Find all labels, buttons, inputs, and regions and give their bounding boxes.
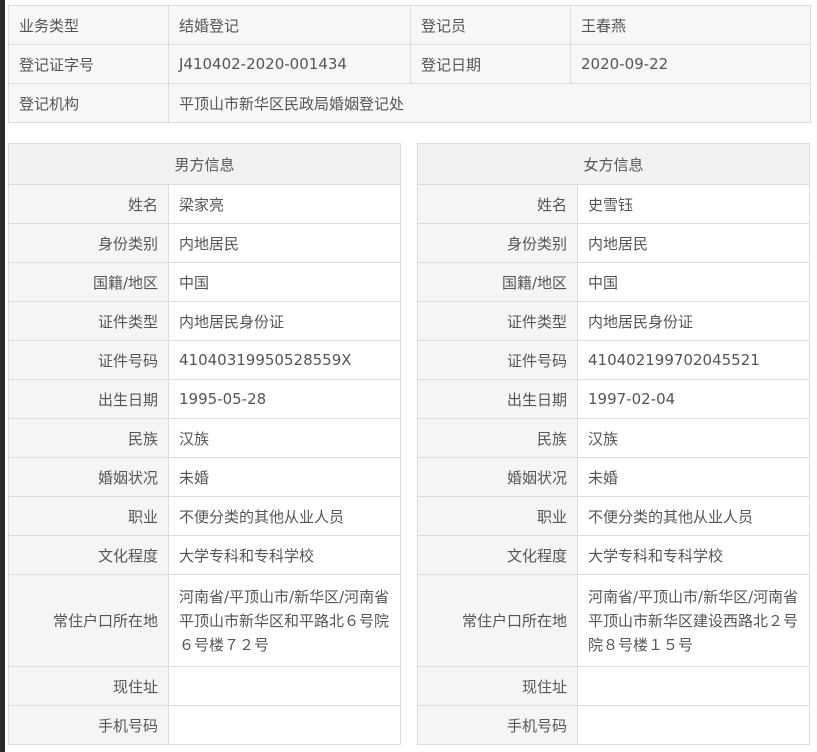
male-field-value [168,666,401,706]
table-row: 业务类型 结婚登记 登记员 王春燕 [8,5,811,45]
reg-date-value: 2020-09-22 [570,44,811,84]
female-field-label: 手机号码 [417,705,578,745]
female-field-label: 身份类别 [417,223,578,263]
male-field-label: 职业 [8,496,169,536]
business-type-label: 业务类型 [8,5,169,45]
female-field-value: 内地居民 [577,223,810,263]
cert-no-value: J410402-2020-001434 [168,44,411,84]
male-field-label: 文化程度 [8,535,169,575]
female-field-label: 姓名 [417,184,578,224]
table-row: 民族 汉族 [417,418,810,458]
table-row: 姓名 史雪钰 [417,184,810,224]
female-field-label: 证件号码 [417,340,578,380]
male-field-value: 内地居民 [168,223,401,263]
male-field-label: 证件类型 [8,301,169,341]
table-row: 出生日期 1995-05-28 [8,379,401,419]
male-field-label: 民族 [8,418,169,458]
table-row: 证件号码 41040319950528559X [8,340,401,380]
female-field-label: 现住址 [417,666,578,706]
female-field-value: 大学专科和专科学校 [577,535,810,575]
male-field-value [168,705,401,745]
male-field-label: 手机号码 [8,705,169,745]
female-field-label: 出生日期 [417,379,578,419]
male-info-header: 男方信息 [8,143,401,185]
female-field-label: 职业 [417,496,578,536]
table-row: 手机号码 [8,705,401,745]
male-field-label: 身份类别 [8,223,169,263]
female-field-label: 证件类型 [417,301,578,341]
table-row: 手机号码 [417,705,810,745]
table-row: 身份类别 内地居民 [417,223,810,263]
male-field-value: 未婚 [168,457,401,497]
business-type-value: 结婚登记 [168,5,411,45]
female-field-label: 婚姻状况 [417,457,578,497]
female-field-value [577,666,810,706]
table-row: 国籍/地区 中国 [417,262,810,302]
male-field-value: 1995-05-28 [168,379,401,419]
table-row: 国籍/地区 中国 [8,262,401,302]
table-row: 姓名 梁家亮 [8,184,401,224]
table-row: 婚姻状况 未婚 [8,457,401,497]
female-field-value: 1997-02-04 [577,379,810,419]
reg-date-label: 登记日期 [410,44,571,84]
office-label: 登记机构 [8,83,169,123]
table-row: 登记机构 平顶山市新华区民政局婚姻登记处 [8,83,811,123]
table-row: 身份类别 内地居民 [8,223,401,263]
female-field-value: 内地居民身份证 [577,301,810,341]
table-row: 常住户口所在地 河南省/平顶山市/新华区/河南省平顶山市新华区建设西路北２号院８… [417,574,810,667]
table-row: 证件号码 410402199702045521 [417,340,810,380]
table-row: 民族 汉族 [8,418,401,458]
table-row: 现住址 [417,666,810,706]
female-info-header: 女方信息 [417,143,810,185]
male-field-value: 内地居民身份证 [168,301,401,341]
male-field-label: 国籍/地区 [8,262,169,302]
registration-summary-table: 业务类型 结婚登记 登记员 王春燕 登记证字号 J410402-2020-001… [8,5,811,123]
female-field-value: 河南省/平顶山市/新华区/河南省平顶山市新华区建设西路北２号院８号楼１５号 [577,574,810,667]
female-field-label: 民族 [417,418,578,458]
male-field-label: 出生日期 [8,379,169,419]
female-field-value: 未婚 [577,457,810,497]
female-field-label: 常住户口所在地 [417,574,578,667]
table-row: 婚姻状况 未婚 [417,457,810,497]
female-field-value: 中国 [577,262,810,302]
female-field-value [577,705,810,745]
cert-no-label: 登记证字号 [8,44,169,84]
male-field-label: 婚姻状况 [8,457,169,497]
male-field-value: 大学专科和专科学校 [168,535,401,575]
window-edge [0,0,5,752]
female-field-value: 汉族 [577,418,810,458]
table-row: 证件类型 内地居民身份证 [8,301,401,341]
male-field-label: 证件号码 [8,340,169,380]
table-row: 现住址 [8,666,401,706]
table-row: 出生日期 1997-02-04 [417,379,810,419]
registrar-value: 王春燕 [570,5,811,45]
female-field-value: 410402199702045521 [577,340,810,380]
male-field-value: 汉族 [168,418,401,458]
male-field-label: 现住址 [8,666,169,706]
table-row: 证件类型 内地居民身份证 [417,301,810,341]
female-field-label: 国籍/地区 [417,262,578,302]
male-field-value: 不便分类的其他从业人员 [168,496,401,536]
female-field-value: 不便分类的其他从业人员 [577,496,810,536]
female-info-table: 女方信息 姓名 史雪钰 身份类别 内地居民 国籍/地区 中国 证件类型 内地居民… [417,143,810,745]
table-row: 职业 不便分类的其他从业人员 [8,496,401,536]
male-field-label: 常住户口所在地 [8,574,169,667]
male-field-label: 姓名 [8,184,169,224]
male-field-value: 中国 [168,262,401,302]
table-row: 职业 不便分类的其他从业人员 [417,496,810,536]
male-field-value: 梁家亮 [168,184,401,224]
table-row: 常住户口所在地 河南省/平顶山市/新华区/河南省平顶山市新华区和平路北６号院６号… [8,574,401,667]
office-value: 平顶山市新华区民政局婚姻登记处 [168,83,811,123]
male-field-value: 河南省/平顶山市/新华区/河南省平顶山市新华区和平路北６号院６号楼７２号 [168,574,401,667]
table-row: 文化程度 大学专科和专科学校 [8,535,401,575]
female-field-value: 史雪钰 [577,184,810,224]
female-field-label: 文化程度 [417,535,578,575]
male-info-table: 男方信息 姓名 梁家亮 身份类别 内地居民 国籍/地区 中国 证件类型 内地居民… [8,143,401,745]
table-row: 文化程度 大学专科和专科学校 [417,535,810,575]
male-field-value: 41040319950528559X [168,340,401,380]
registrar-label: 登记员 [410,5,571,45]
table-row: 登记证字号 J410402-2020-001434 登记日期 2020-09-2… [8,44,811,84]
